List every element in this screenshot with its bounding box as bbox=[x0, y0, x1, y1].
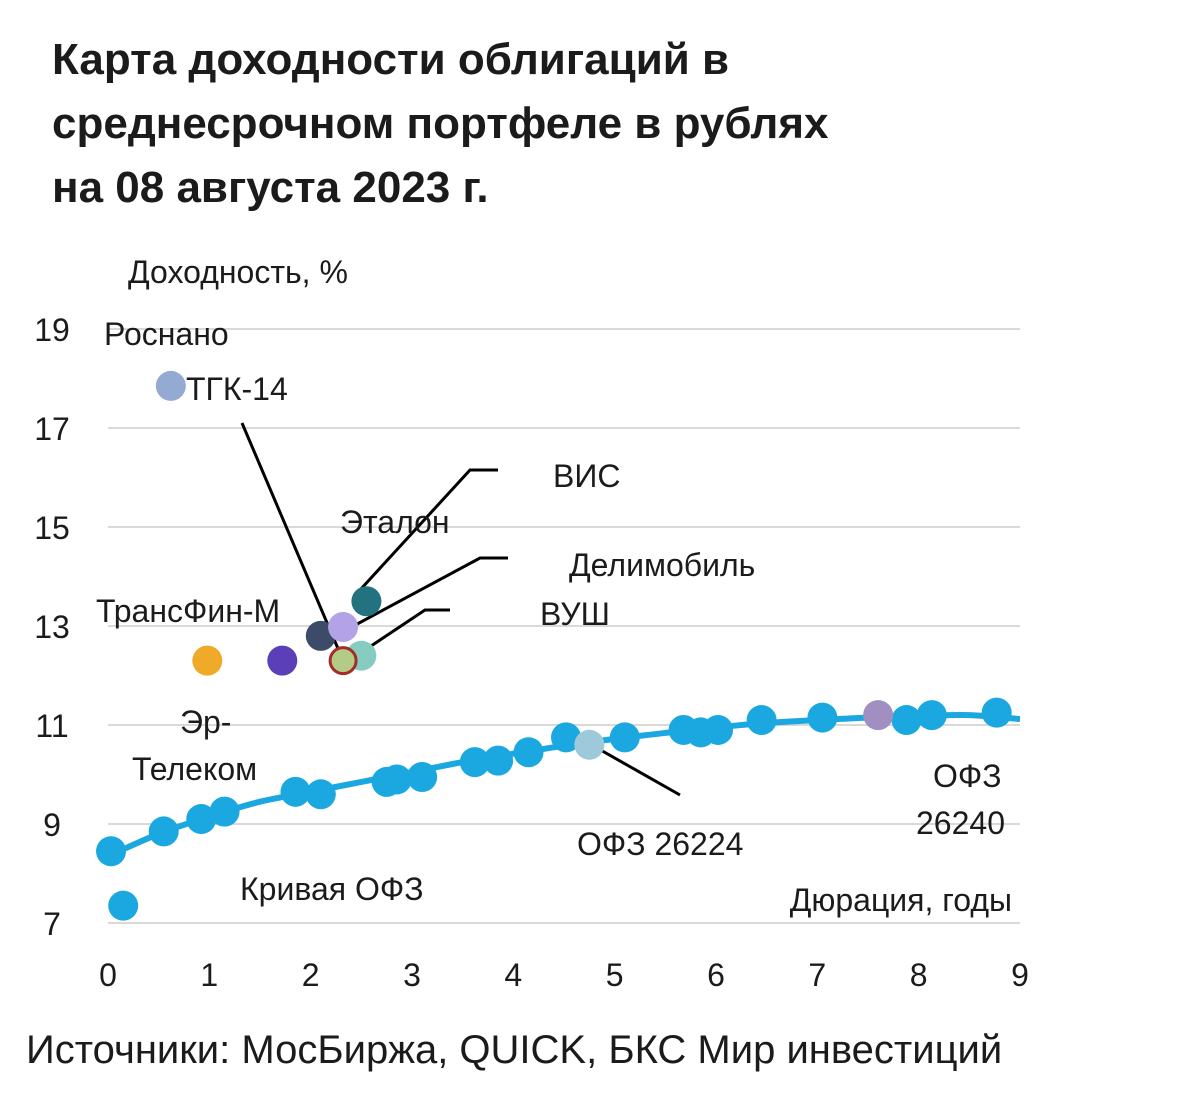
x-tick-labels: 0 1 2 3 4 5 6 7 8 9 bbox=[99, 957, 1029, 993]
label-vis: ВИС bbox=[553, 458, 620, 494]
ofz-point bbox=[483, 745, 514, 776]
leader-line-tgk14 bbox=[240, 422, 344, 659]
ofz-point bbox=[609, 722, 640, 753]
ofz-point bbox=[280, 776, 311, 807]
x-tick-label: 9 bbox=[1011, 957, 1029, 993]
y-tick-label: 17 bbox=[34, 411, 70, 447]
corporate-points bbox=[155, 370, 894, 760]
y-tick-label: 13 bbox=[34, 609, 70, 645]
ofz-point bbox=[513, 737, 544, 768]
point-тгк-14 bbox=[155, 370, 186, 401]
ofz-point bbox=[981, 697, 1012, 728]
ofz-point bbox=[381, 764, 412, 795]
point-эталон bbox=[351, 586, 382, 617]
ofz-point bbox=[459, 747, 490, 778]
label-rosnano: Роснано bbox=[104, 316, 229, 352]
label-telecom: Телеком bbox=[132, 751, 257, 787]
ofz-point bbox=[407, 761, 438, 792]
title-line-1: Карта доходности облигаций в bbox=[52, 35, 730, 84]
leader-line-delimobil bbox=[345, 556, 508, 632]
ofz-point bbox=[916, 700, 947, 731]
y-axis-label: Доходность, % bbox=[128, 254, 348, 290]
ofz-point bbox=[305, 779, 336, 810]
leader-lines bbox=[240, 422, 681, 797]
title-line-2: среднесрочном портфеле в рублях bbox=[52, 99, 829, 148]
y-tick-label: 19 bbox=[34, 312, 70, 348]
y-tick-label: 7 bbox=[43, 906, 61, 942]
chart-title: Карта доходности облигаций в среднесрочн… bbox=[52, 28, 1052, 220]
label-transfin: ТрансФин-М bbox=[96, 593, 280, 629]
grid-lines bbox=[108, 328, 1020, 924]
leader-line-ofz26224 bbox=[589, 742, 681, 797]
ofz-point bbox=[703, 714, 734, 745]
ofz-point bbox=[108, 890, 139, 921]
x-tick-label: 0 bbox=[99, 957, 117, 993]
source-note: Источники: МосБиржа, QUICK, БКС Мир инве… bbox=[26, 1028, 1003, 1072]
x-tick-label: 4 bbox=[504, 957, 522, 993]
x-tick-label: 2 bbox=[302, 957, 320, 993]
point-эр-телеком bbox=[267, 645, 298, 676]
point-вуш bbox=[328, 646, 358, 676]
x-tick-label: 7 bbox=[808, 957, 826, 993]
leader-line-vis bbox=[358, 468, 498, 592]
ofz-point bbox=[551, 722, 582, 753]
label-delimobil: Делимобиль bbox=[569, 547, 755, 583]
label-ofz26240-line1: ОФЗ bbox=[933, 758, 1002, 794]
x-axis-label: Дюрация, годы bbox=[790, 882, 1012, 918]
ofz-point bbox=[96, 836, 127, 867]
point-офз-26224 bbox=[574, 729, 605, 760]
y-tick-label: 11 bbox=[35, 708, 68, 744]
x-tick-label: 1 bbox=[200, 957, 218, 993]
title-line-3: на 08 августа 2023 г. bbox=[52, 163, 489, 212]
x-tick-label: 8 bbox=[910, 957, 928, 993]
label-etalon: Эталон bbox=[340, 504, 450, 540]
y-tick-label: 9 bbox=[43, 807, 61, 843]
x-tick-label: 5 bbox=[606, 957, 624, 993]
leader-line-vush bbox=[349, 608, 450, 662]
label-ofz26240-line2: 26240 bbox=[916, 805, 1005, 841]
label-tgk14: ТГК-14 bbox=[186, 371, 288, 407]
point-делимобиль bbox=[328, 611, 359, 642]
ofz-point bbox=[148, 816, 179, 847]
ofz-point bbox=[891, 705, 922, 736]
ofz-point bbox=[746, 705, 777, 736]
label-vush: ВУШ bbox=[540, 596, 610, 632]
ofz-points bbox=[96, 697, 1012, 921]
label-ofz26224: ОФЗ 26224 bbox=[577, 826, 743, 862]
point-офз-26240 bbox=[863, 700, 894, 731]
ofz-point bbox=[186, 804, 217, 835]
ofz-point bbox=[807, 702, 838, 733]
ofz-point bbox=[209, 796, 240, 827]
label-er: Эр- bbox=[180, 704, 231, 740]
y-tick-label: 15 bbox=[34, 510, 70, 546]
point-трансфин-м bbox=[192, 645, 223, 676]
y-tick-labels: 7 9 11 13 15 17 19 bbox=[34, 312, 70, 942]
x-tick-label: 3 bbox=[403, 957, 421, 993]
x-tick-label: 6 bbox=[707, 957, 725, 993]
label-curve: Кривая ОФЗ bbox=[240, 871, 424, 907]
